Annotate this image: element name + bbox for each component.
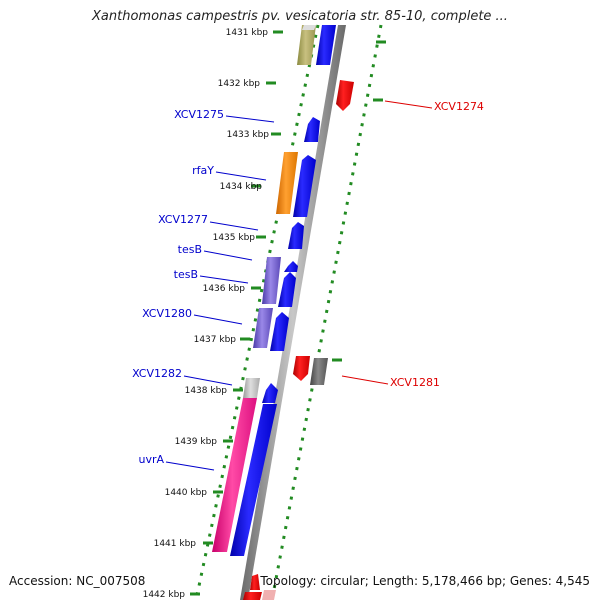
right-leaders [341, 100, 433, 385]
right-gene-labels: XCV1274 XCV1281 [390, 100, 484, 389]
gene-blue-rfaY [293, 155, 316, 217]
map-title: Xanthomonas campestris pv. vesicatoria s… [92, 9, 508, 24]
gene-blue-1282 [262, 383, 278, 403]
gene-xcv1277 [288, 222, 304, 249]
kbp-label: 1432 kbp [218, 79, 261, 89]
kbp-labels: 1431 kbp 1432 kbp 1433 kbp 1434 kbp 1435… [143, 28, 270, 600]
kbp-label: 1433 kbp [227, 130, 270, 140]
gene-label: XCV1280 [142, 307, 192, 320]
kbp-label: 1440 kbp [165, 488, 208, 498]
kbp-label: 1437 kbp [194, 335, 237, 345]
accession-text: Accession: NC_007508 [9, 574, 146, 588]
summary-text: Topology: circular; Length: 5,178,466 bp… [260, 574, 590, 588]
gene-label: uvrA [138, 453, 164, 466]
kbp-label: 1434 kbp [220, 182, 263, 192]
gene-label: XCV1275 [174, 108, 224, 121]
kbp-label: 1439 kbp [175, 437, 218, 447]
gene-xcv1280 [253, 308, 273, 348]
outer-tick-track [270, 24, 383, 600]
gene-gray-top [302, 25, 316, 30]
gene-gray-1282 [243, 378, 260, 398]
left-leaders [165, 115, 275, 471]
gene-dark-1281 [310, 358, 328, 385]
gene-red-1274 [336, 80, 354, 111]
gene-label: tesB [178, 243, 202, 256]
gene-rfaY [276, 152, 298, 214]
gene-red-bottom-2 [243, 592, 262, 600]
gene-label: XCV1277 [158, 213, 208, 226]
kbp-label: 1442 kbp [143, 590, 186, 600]
gene-tesB-2 [284, 261, 298, 272]
gene-pink-bottom [262, 590, 276, 600]
gene-red-1281 [293, 356, 310, 381]
kbp-label: 1438 kbp [185, 386, 228, 396]
gene-red-bottom-1 [250, 574, 260, 590]
gene-uvrA [212, 398, 257, 552]
gene-label: XCV1274 [434, 100, 484, 113]
genome-backbone [240, 25, 346, 600]
gene-label: tesB [174, 268, 198, 281]
kbp-label: 1431 kbp [226, 28, 269, 38]
gene-blue-long [230, 404, 277, 556]
gene-label: rfaY [192, 164, 214, 177]
gene-olive [297, 25, 316, 65]
outer-ticks [332, 40, 386, 362]
gene-label: XCV1282 [132, 367, 182, 380]
kbp-label: 1436 kbp [203, 284, 246, 294]
gene-blue-top [316, 25, 336, 65]
gene-label: XCV1281 [390, 376, 440, 389]
kbp-label: 1441 kbp [154, 539, 197, 549]
left-gene-labels: XCV1275 rfaY XCV1277 tesB tesB XCV1280 X… [132, 108, 224, 466]
kbp-label: 1435 kbp [213, 233, 256, 243]
kbp-ticks [190, 30, 283, 596]
gene-xcv1275 [304, 117, 320, 142]
gene-tesB-3 [278, 272, 296, 307]
gene-blue-1280 [270, 312, 289, 351]
gene-tesB-1 [262, 257, 281, 304]
